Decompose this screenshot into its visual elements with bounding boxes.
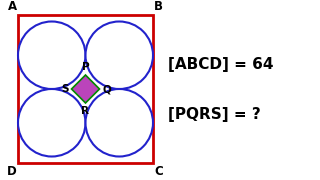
Circle shape xyxy=(85,21,153,89)
Polygon shape xyxy=(72,75,100,103)
Text: A: A xyxy=(8,0,17,13)
Text: D: D xyxy=(7,165,17,178)
Circle shape xyxy=(18,21,85,89)
Text: P: P xyxy=(82,62,89,72)
Text: Q: Q xyxy=(102,84,111,94)
Text: R: R xyxy=(82,106,90,116)
Circle shape xyxy=(85,89,153,156)
Text: C: C xyxy=(154,165,163,178)
Text: [PQRS] = ?: [PQRS] = ? xyxy=(168,107,261,123)
Text: S: S xyxy=(61,84,68,94)
Circle shape xyxy=(18,89,85,156)
Text: [ABCD] = 64: [ABCD] = 64 xyxy=(168,57,274,73)
Text: B: B xyxy=(154,0,163,13)
Bar xyxy=(18,15,153,163)
